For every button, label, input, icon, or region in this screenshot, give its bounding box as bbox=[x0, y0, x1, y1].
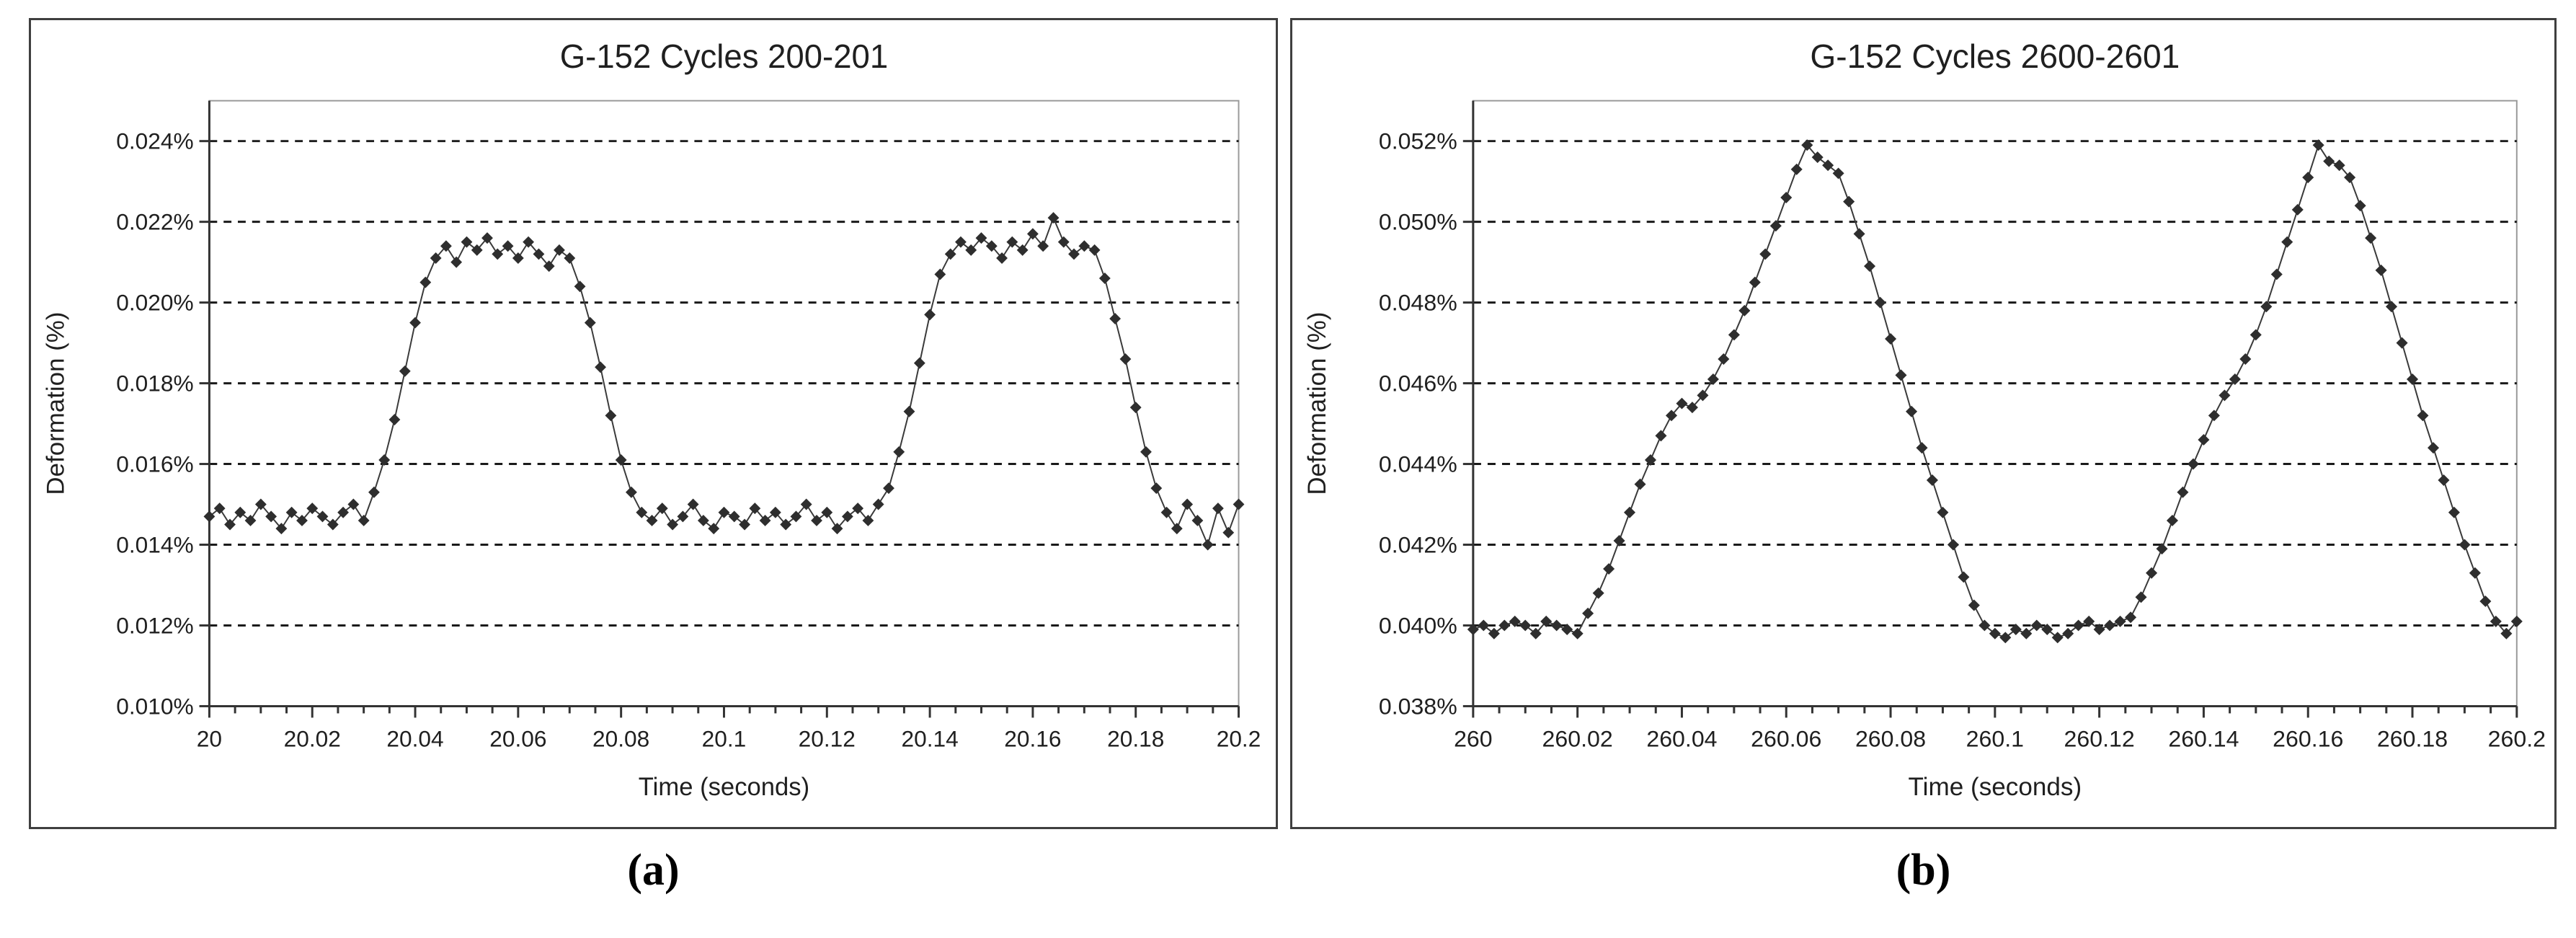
svg-text:0.048%: 0.048% bbox=[1379, 290, 1457, 316]
caption-row: (a) (b) bbox=[0, 829, 2576, 896]
svg-text:20.12: 20.12 bbox=[799, 725, 856, 751]
svg-text:20.2: 20.2 bbox=[1217, 725, 1261, 751]
svg-text:260.02: 260.02 bbox=[1542, 725, 1613, 751]
chart-a-canvas: 0.010% 0.012% 0.014% 0.016% 0.018% 0.020% 0.02… bbox=[43, 38, 1261, 801]
svg-text:20.18: 20.18 bbox=[1107, 725, 1164, 751]
svg-text:0.018%: 0.018% bbox=[116, 370, 193, 396]
svg-text:260.1: 260.1 bbox=[1966, 725, 2024, 751]
svg-text:260.16: 260.16 bbox=[2273, 725, 2343, 751]
svg-text:0.010%: 0.010% bbox=[116, 693, 193, 719]
svg-text:0.042%: 0.042% bbox=[1379, 532, 1457, 558]
svg-text:0.020%: 0.020% bbox=[116, 289, 193, 315]
svg-text:260.18: 260.18 bbox=[2377, 725, 2448, 751]
chart-title: G-152 Cycles 200-201 bbox=[560, 38, 888, 75]
y-axis-title: Deformation (%) bbox=[1303, 312, 1331, 495]
y-axis-title: Deformation (%) bbox=[43, 312, 70, 495]
svg-text:260.06: 260.06 bbox=[1751, 725, 1821, 751]
chart-title: G-152 Cycles 2600-2601 bbox=[1810, 37, 2180, 75]
x-axis-title: Time (seconds) bbox=[1909, 773, 2082, 801]
chart-panel-b: 0.038% 0.040% 0.042% 0.044% 0.046% 0.048% 0.05… bbox=[1290, 18, 2557, 829]
caption-a: (a) bbox=[627, 846, 680, 895]
svg-text:0.052%: 0.052% bbox=[1379, 128, 1457, 154]
svg-text:0.040%: 0.040% bbox=[1379, 613, 1457, 639]
chart-b-canvas: 0.038% 0.040% 0.042% 0.044% 0.046% 0.048% 0.05… bbox=[1303, 37, 2546, 801]
svg-text:0.046%: 0.046% bbox=[1379, 371, 1457, 397]
svg-text:260: 260 bbox=[1454, 725, 1493, 751]
svg-text:20.16: 20.16 bbox=[1004, 725, 1061, 751]
figure-row: 0.010% 0.012% 0.014% 0.016% 0.018% 0.020% 0.02… bbox=[29, 18, 2557, 829]
svg-text:0.012%: 0.012% bbox=[116, 612, 193, 638]
svg-text:20.08: 20.08 bbox=[592, 725, 649, 751]
svg-text:0.044%: 0.044% bbox=[1379, 451, 1457, 477]
svg-text:0.016%: 0.016% bbox=[116, 451, 193, 477]
svg-text:20: 20 bbox=[197, 725, 222, 751]
svg-text:260.12: 260.12 bbox=[2064, 725, 2135, 751]
caption-b: (b) bbox=[1896, 846, 1951, 895]
svg-text:20.06: 20.06 bbox=[489, 725, 546, 751]
svg-text:20.02: 20.02 bbox=[284, 725, 341, 751]
svg-text:260.04: 260.04 bbox=[1646, 725, 1717, 751]
chart-panel-a: 0.010% 0.012% 0.014% 0.016% 0.018% 0.020% 0.02… bbox=[29, 18, 1278, 829]
svg-text:0.022%: 0.022% bbox=[116, 209, 193, 235]
svg-text:20.14: 20.14 bbox=[901, 725, 958, 751]
svg-text:260.2: 260.2 bbox=[2488, 725, 2546, 751]
svg-text:0.038%: 0.038% bbox=[1379, 694, 1457, 720]
svg-text:0.050%: 0.050% bbox=[1379, 209, 1457, 235]
svg-text:20.04: 20.04 bbox=[386, 725, 443, 751]
x-axis-title: Time (seconds) bbox=[639, 774, 809, 801]
svg-text:0.024%: 0.024% bbox=[116, 128, 193, 154]
svg-text:260.08: 260.08 bbox=[1855, 725, 1926, 751]
svg-text:260.14: 260.14 bbox=[2168, 725, 2239, 751]
svg-text:0.014%: 0.014% bbox=[116, 531, 193, 557]
svg-text:20.1: 20.1 bbox=[702, 725, 747, 751]
